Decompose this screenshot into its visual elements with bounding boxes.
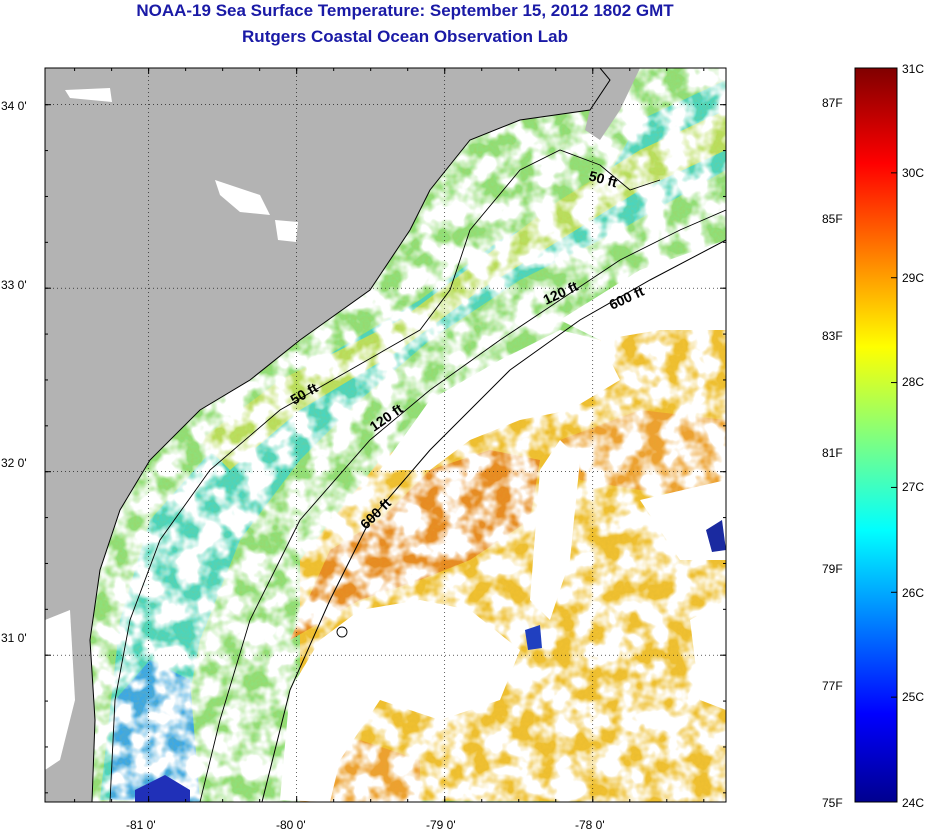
map-frame: [44, 67, 727, 803]
cloud-mass-northeast: [560, 240, 726, 340]
cb-label-85f: 85F: [822, 212, 843, 226]
coastline: [89, 68, 611, 802]
graticule: [45, 68, 726, 802]
cb-label-28c: 28C: [902, 375, 925, 389]
lon-label-78: -78 0': [575, 818, 605, 832]
cb-label-81f: 81F: [822, 446, 843, 460]
cloud-mass-central: [380, 330, 620, 470]
cb-label-25c: 25C: [902, 690, 925, 704]
contour-600ft: [261, 239, 726, 802]
colorbar-frame: [854, 67, 898, 803]
cb-label-75f: 75F: [822, 796, 843, 810]
cloud-mass-east: [640, 480, 726, 560]
cloud-mass-south: [280, 600, 520, 802]
contour-ring: [336, 626, 348, 638]
land-cloud-4: [45, 610, 75, 770]
lat-label-32: 32 0': [1, 456, 27, 470]
lon-label-79: -79 0': [426, 818, 456, 832]
cold-spot-south: [135, 775, 190, 802]
cb-label-30c: 30C: [902, 166, 925, 180]
land-cloud-2: [215, 180, 270, 215]
cb-label-79f: 79F: [822, 562, 843, 576]
cold-spot-central: [525, 625, 542, 650]
lon-label-81: -81 0': [126, 818, 156, 832]
contour-120ft: [199, 209, 726, 802]
cloud-mass-east-south: [690, 600, 726, 710]
cb-label-29c: 29C: [902, 271, 925, 285]
map-title: NOAA-19 Sea Surface Temperature: Septemb…: [136, 1, 674, 20]
land-cloud-1: [65, 88, 112, 102]
cb-label-24c: 24C: [902, 796, 925, 810]
cb-label-31c: 31C: [902, 62, 925, 76]
map-subtitle: Rutgers Coastal Ocean Observation Lab: [242, 27, 568, 46]
colorbar-ticks: [891, 67, 897, 803]
lat-label-34: 34 0': [1, 99, 27, 113]
cold-spot-east: [706, 520, 726, 552]
cb-label-87f: 87F: [822, 96, 843, 110]
contour-50ft: [109, 149, 661, 802]
land-cloud-3: [275, 220, 298, 242]
land-mass: [45, 68, 610, 802]
lat-label-33: 33 0': [1, 278, 27, 292]
map-plot-area: 50 ft 120 ft 600 ft 50 ft 120 ft 600 ft: [45, 68, 726, 802]
axis-ticks: [45, 68, 726, 802]
cb-label-26c: 26C: [902, 586, 925, 600]
cb-label-77f: 77F: [822, 679, 843, 693]
lat-label-31: 31 0': [1, 631, 27, 645]
cb-label-83f: 83F: [822, 329, 843, 343]
cb-label-27c: 27C: [902, 480, 925, 494]
cloud-finger: [530, 440, 580, 620]
colorbar-gradient: [855, 68, 897, 802]
contour-label-50ft-north: 50 ft: [587, 167, 619, 190]
lon-label-80: -80 0': [276, 818, 306, 832]
land-cape: [585, 68, 640, 140]
